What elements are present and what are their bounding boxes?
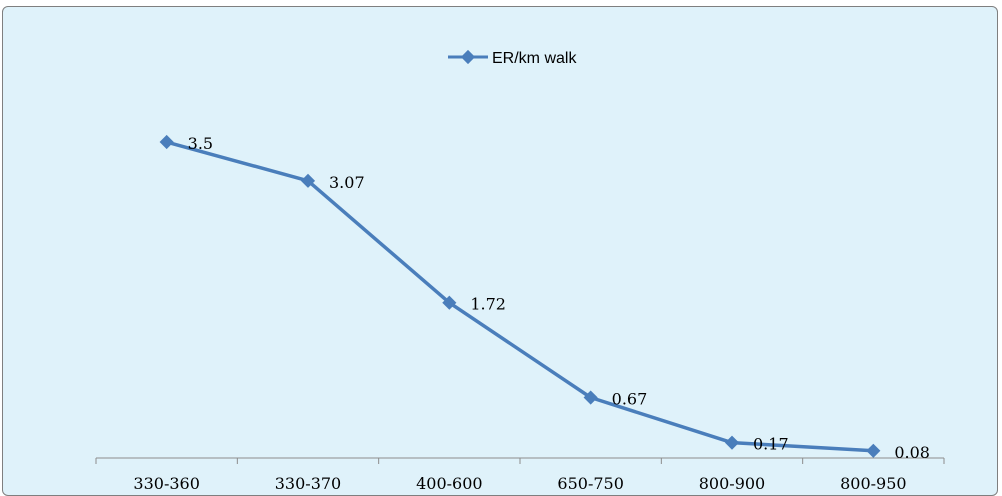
data-label: 0.67 xyxy=(612,390,648,409)
x-axis-labels: 330-360 330-370 400-600 650-750 800-900 800-9… xyxy=(133,474,906,489)
data-label: 0.17 xyxy=(753,435,789,454)
x-tick-label: 800-900 xyxy=(699,474,765,489)
data-points xyxy=(159,134,881,458)
data-point-marker xyxy=(442,295,457,310)
x-tick-label: 400-600 xyxy=(416,474,482,489)
series-line xyxy=(166,140,874,453)
x-tick-label: 800-950 xyxy=(840,474,906,489)
x-tick-label: 330-360 xyxy=(133,474,199,489)
chart-area xyxy=(2,6,998,496)
data-point-marker xyxy=(159,134,174,150)
legend-diamond-marker xyxy=(460,49,476,65)
data-point-marker xyxy=(866,443,881,458)
legend: ER/km walk xyxy=(448,49,577,67)
data-point-marker xyxy=(300,173,316,188)
x-tick-label: 330-370 xyxy=(275,474,341,489)
legend-label: ER/km walk xyxy=(492,50,577,67)
data-point-marker xyxy=(583,390,598,405)
data-label: 1.72 xyxy=(470,295,506,314)
x-axis-ticks xyxy=(95,458,945,464)
x-tick-label: 650-750 xyxy=(557,474,623,489)
data-label: 3.07 xyxy=(329,173,365,192)
data-point-marker xyxy=(724,435,740,450)
data-label: 3.5 xyxy=(188,134,213,153)
data-label: 0.08 xyxy=(894,443,930,462)
data-labels: 3.5 3.07 1.72 0.67 0.17 0.08 xyxy=(188,134,930,462)
